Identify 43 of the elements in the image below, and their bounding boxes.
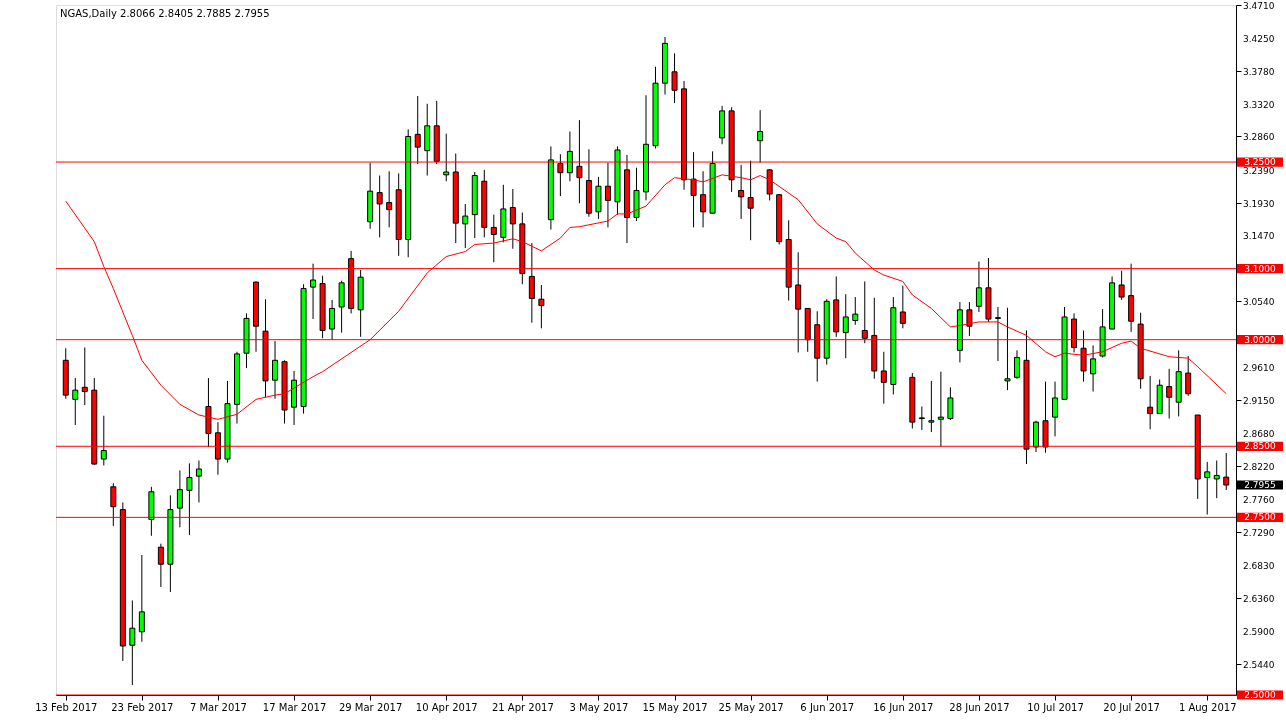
x-tick-label: 13 Feb 2017 — [35, 701, 98, 713]
y-tick-label: 3.1930 — [1243, 198, 1275, 209]
y-tick-label: 3.0540 — [1243, 297, 1275, 308]
ref-line-label: 2.5000 — [1244, 690, 1277, 700]
y-tick-label: 2.6830 — [1243, 560, 1275, 571]
x-tick-label: 29 Mar 2017 — [338, 701, 403, 713]
x-tick-label: 23 Feb 2017 — [111, 701, 174, 713]
x-tick-label: 21 Apr 2017 — [491, 701, 554, 713]
x-tick-label: 1 Aug 2017 — [1178, 701, 1237, 713]
y-tick-label: 2.9150 — [1243, 396, 1275, 407]
x-tick-label: 25 May 2017 — [718, 701, 784, 713]
y-tick-label: 2.5440 — [1243, 659, 1275, 670]
x-tick-label: 3 May 2017 — [569, 701, 629, 713]
y-tick-label: 2.8220 — [1243, 462, 1275, 473]
y-tick-label: 2.5900 — [1243, 627, 1275, 638]
ref-line-label: 2.7500 — [1244, 512, 1277, 523]
y-tick-label: 3.3320 — [1243, 99, 1275, 110]
y-tick-label: 3.3780 — [1243, 67, 1275, 78]
y-tick-label: 2.7760 — [1243, 494, 1275, 505]
x-tick-label: 6 Jun 2017 — [800, 701, 855, 713]
y-tick-label: 3.2860 — [1243, 132, 1275, 143]
x-tick-label: 15 May 2017 — [642, 701, 708, 713]
x-tick-label: 7 Mar 2017 — [189, 701, 247, 713]
x-tick-label: 28 Jun 2017 — [949, 701, 1010, 713]
y-tick-label: 3.4710 — [1243, 1, 1275, 11]
x-tick-label: 10 Jul 2017 — [1027, 701, 1084, 713]
x-tick-label: 16 Jun 2017 — [873, 701, 934, 713]
y-tick-label: 2.7290 — [1243, 528, 1275, 539]
y-tick-label: 2.6360 — [1243, 594, 1275, 605]
ref-line-label: 3.2500 — [1244, 157, 1277, 168]
ref-line-label: 3.0000 — [1244, 334, 1277, 345]
y-tick-label: 3.2390 — [1243, 165, 1275, 176]
y-tick-label: 2.8680 — [1243, 429, 1275, 440]
x-tick-label: 10 Apr 2017 — [415, 701, 478, 713]
y-tick-label: 3.1470 — [1243, 231, 1275, 242]
y-tick-label: 2.9610 — [1243, 363, 1275, 374]
x-tick-label: 17 Mar 2017 — [262, 701, 327, 713]
x-tick-label: 20 Jul 2017 — [1103, 701, 1160, 713]
y-tick-label: 3.4250 — [1243, 33, 1275, 44]
text: 2.7955 — [1244, 480, 1276, 491]
ref-line-label: 3.1000 — [1244, 263, 1277, 274]
chart-title: NGAS,Daily 2.8066 2.8405 2.7885 2.7955 — [60, 8, 270, 19]
ref-line-label: 2.8500 — [1244, 441, 1277, 452]
